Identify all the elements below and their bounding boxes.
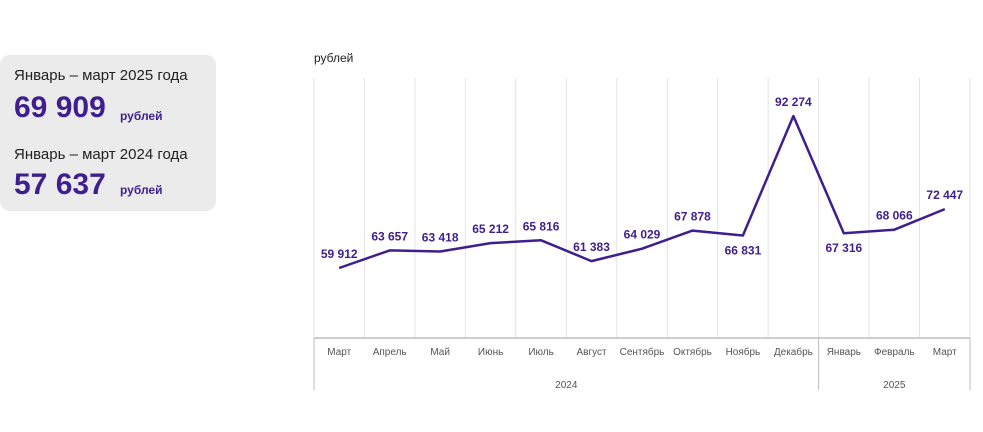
data-labels: 59 912 63 657 63 418 65 212 65 816 61 383 64 0… bbox=[321, 95, 964, 261]
x-tick-label: Август bbox=[576, 347, 607, 358]
x-tick-label: Ноябрь bbox=[726, 346, 761, 358]
data-label: 65 816 bbox=[523, 219, 560, 233]
year-group-label: 2025 bbox=[883, 380, 906, 391]
x-tick-label: Март bbox=[933, 347, 957, 358]
previous-period-label: Январь – март 2024 года bbox=[14, 146, 188, 163]
current-value: 69 909 bbox=[14, 91, 106, 124]
x-tick-label: Сентябрь bbox=[620, 346, 665, 358]
data-label: 59 912 bbox=[321, 247, 358, 261]
data-label: 63 418 bbox=[422, 231, 459, 245]
x-tick-label: Июль bbox=[528, 347, 554, 358]
x-axis: Март Апрель Май Июнь Июль Август Сентябрь Октяб… bbox=[313, 337, 971, 391]
summary-panel: Январь – март 2025 года 69 909 рублей Ян… bbox=[0, 55, 216, 211]
x-tick-label: Декабрь bbox=[774, 346, 813, 358]
current-unit: рублей bbox=[120, 109, 163, 123]
data-label: 68 066 bbox=[876, 209, 913, 223]
x-tick-label: Январь bbox=[827, 347, 861, 358]
x-tick-label: Май bbox=[430, 347, 450, 358]
data-label: 63 657 bbox=[371, 229, 408, 243]
x-tick-label: Октябрь bbox=[673, 346, 712, 358]
year-group-label: 2024 bbox=[555, 380, 578, 391]
data-label: 65 212 bbox=[472, 222, 509, 236]
x-tick-label: Апрель bbox=[373, 347, 407, 358]
data-label: 92 274 bbox=[775, 95, 812, 109]
data-label: 72 447 bbox=[926, 188, 963, 202]
series-line bbox=[338, 114, 946, 270]
previous-value: 57 637 bbox=[14, 168, 106, 201]
previous-unit: рублей bbox=[120, 183, 163, 197]
data-label: 66 831 bbox=[725, 244, 762, 258]
current-period-label: Январь – март 2025 года bbox=[14, 67, 188, 84]
data-label: 67 316 bbox=[825, 241, 862, 255]
data-label: 61 383 bbox=[573, 240, 610, 254]
grid bbox=[313, 78, 971, 338]
y-axis-unit-label: рублей bbox=[314, 51, 353, 65]
data-label: 67 878 bbox=[674, 210, 711, 224]
data-label: 64 029 bbox=[624, 228, 661, 242]
x-tick-label: Февраль bbox=[874, 347, 915, 358]
x-tick-label: Июнь bbox=[478, 347, 503, 358]
x-tick-label: Март bbox=[327, 347, 351, 358]
